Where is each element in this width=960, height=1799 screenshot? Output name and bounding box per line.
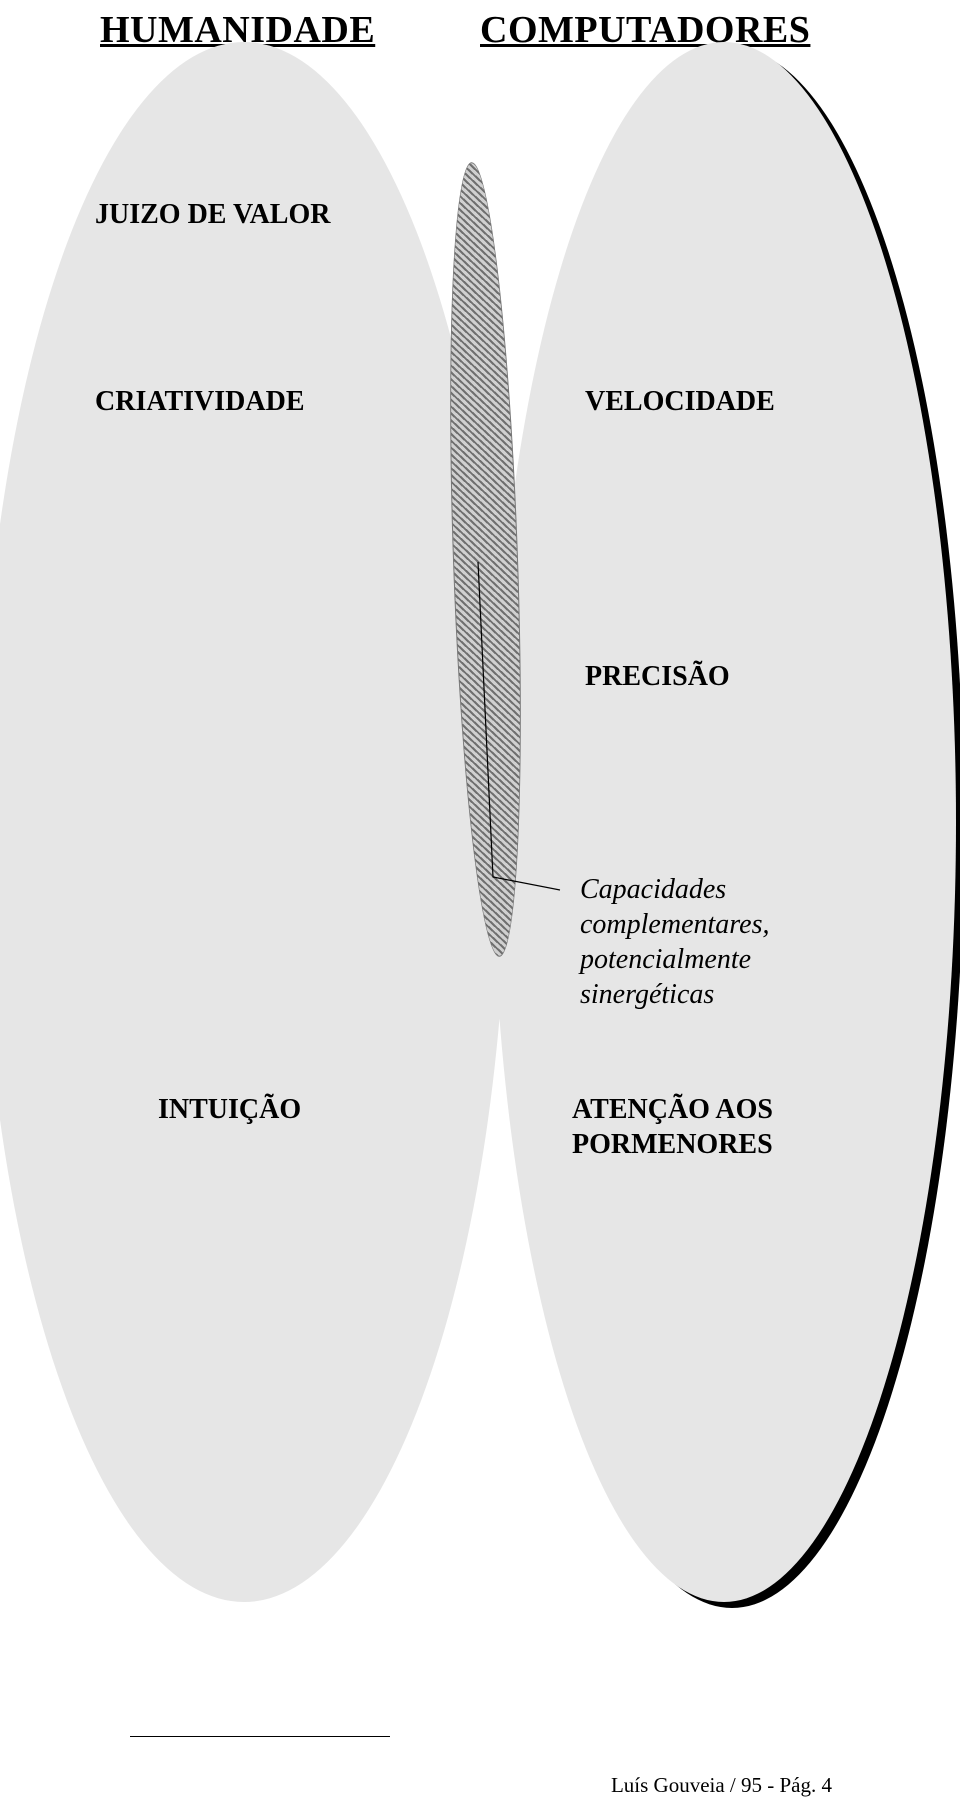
footer-rule <box>130 1736 390 1737</box>
label-precisao: PRECISÃO <box>585 659 730 694</box>
label-juizo: JUIZO DE VALOR <box>95 197 330 232</box>
label-atencao: ATENÇÃO AOS PORMENORES <box>572 1092 773 1162</box>
right-ellipse <box>492 42 956 1602</box>
footer-text: Luís Gouveia / 95 - Pág. 4 <box>611 1773 832 1798</box>
left-ellipse <box>0 42 508 1602</box>
venn-diagram: JUIZO DE VALOR CRIATIVIDADE INTUIÇÃO VEL… <box>0 42 960 1602</box>
label-capacidades: Capacidades complementares, potencialmen… <box>580 872 769 1012</box>
label-criatividade: CRIATIVIDADE <box>95 384 305 419</box>
label-velocidade: VELOCIDADE <box>585 384 775 419</box>
label-intuicao: INTUIÇÃO <box>158 1092 301 1127</box>
